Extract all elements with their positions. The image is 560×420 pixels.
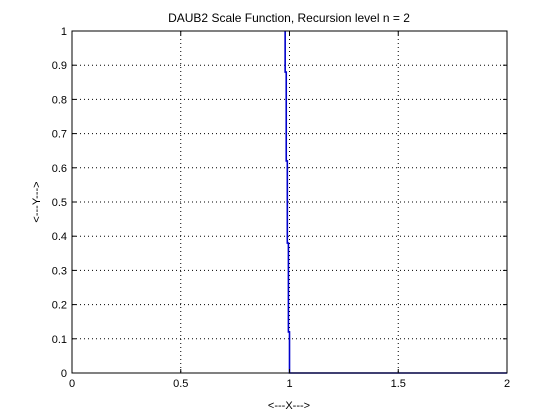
y-tick-label: 0.5 — [52, 197, 67, 209]
series-layer — [284, 31, 507, 374]
y-tick-label: 1 — [61, 26, 67, 38]
tick-layer: 0 0.5 1 1.5 2 0 0.1 0.2 0.3 0.4 0.5 0.6 0.7 0.8 0.9 1 — [52, 26, 510, 390]
y-tick-label: 0.9 — [52, 60, 67, 72]
y-tick-label: 0.2 — [52, 300, 67, 312]
plot-frame — [71, 30, 508, 374]
y-tick-label: 0 — [61, 368, 67, 380]
y-tick-label: 0.7 — [52, 129, 67, 141]
x-tick-label: 0.5 — [173, 378, 188, 390]
x-tick-label: 0 — [69, 378, 75, 390]
y-axis-label: <---Y---> — [31, 181, 43, 222]
grid-layer — [72, 31, 507, 373]
x-axis-label: <---X---> — [268, 400, 310, 412]
y-tick-label: 0.4 — [52, 231, 67, 243]
y-tick-label: 0.1 — [52, 334, 67, 346]
x-tick-label: 1 — [286, 378, 292, 390]
x-tick-label: 2 — [504, 378, 510, 390]
y-tick-label: 0.3 — [52, 265, 67, 277]
chart-title: DAUB2 Scale Function, Recursion level n … — [168, 11, 410, 25]
x-tick-label: 1.5 — [391, 378, 406, 390]
y-tick-label: 0.6 — [52, 163, 67, 175]
series-line — [284, 31, 507, 374]
y-tick-label: 0.8 — [52, 94, 67, 106]
